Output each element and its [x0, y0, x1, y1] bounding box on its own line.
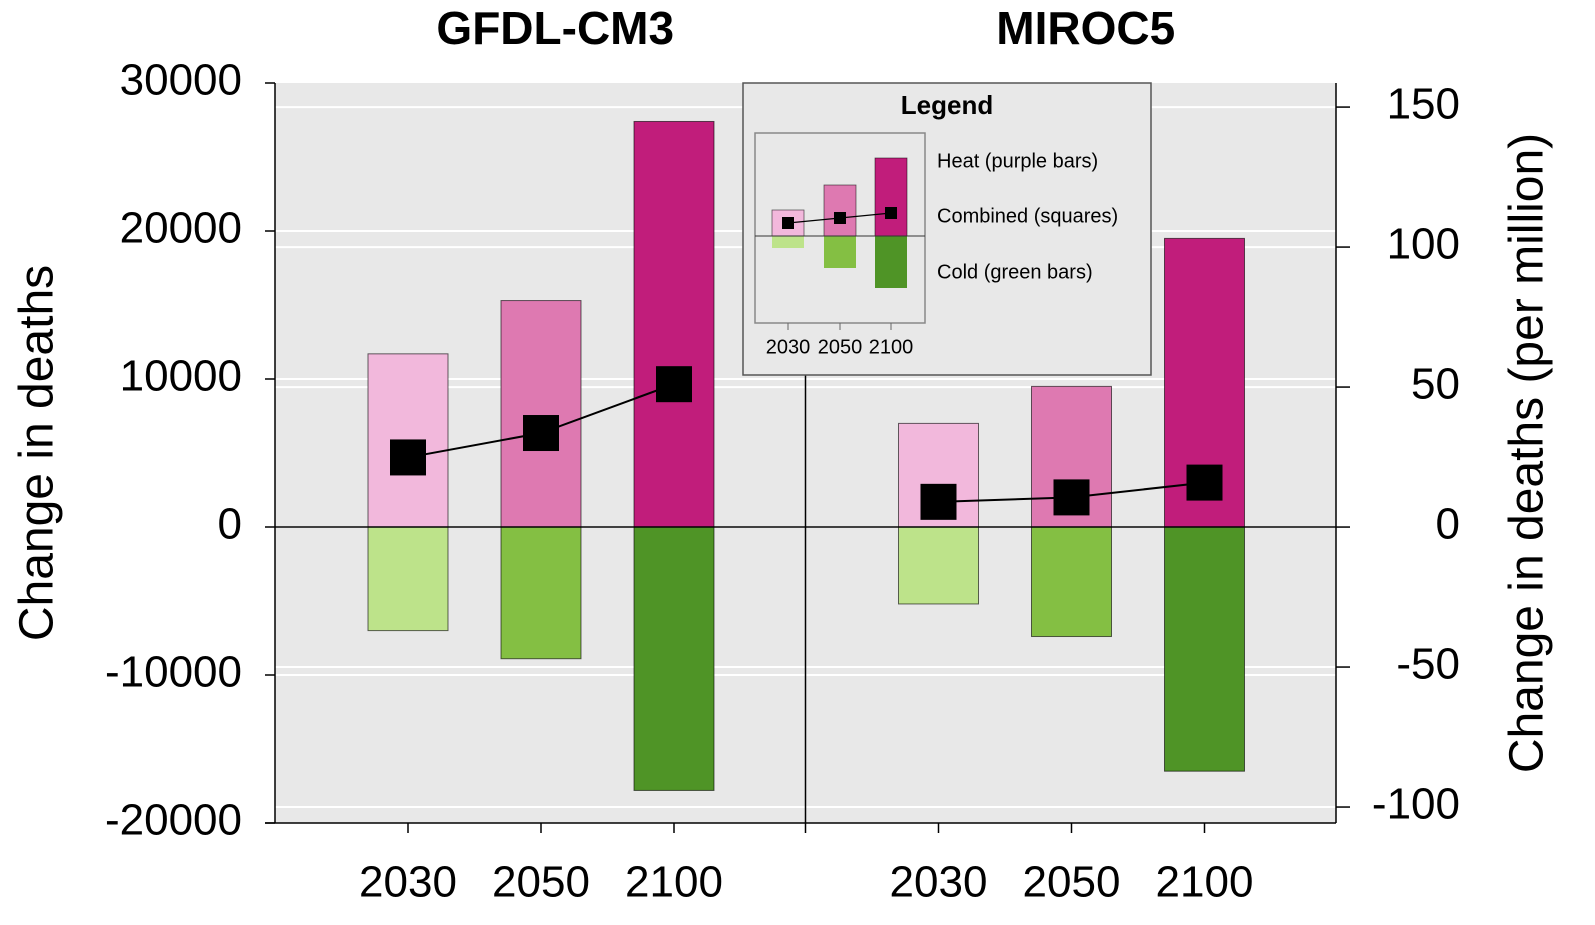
legend-entry: Heat (purple bars) [937, 150, 1098, 172]
bar [633, 120, 715, 528]
combined-marker [656, 366, 692, 403]
panel-title: GFDL-CM3 [436, 2, 674, 54]
y-tick-label: 30000 [120, 56, 242, 105]
combined-marker [920, 483, 957, 520]
combined-marker [523, 415, 559, 452]
x-tick-label: 2030 [890, 858, 988, 907]
bar [1031, 526, 1112, 638]
y2-tick-label: 100 [1387, 220, 1460, 269]
legend-cold-bar [875, 236, 907, 288]
legend-entry: Cold (green bars) [937, 261, 1093, 283]
bar [500, 526, 582, 660]
x-tick-label: 2050 [492, 858, 590, 907]
legend-heat-bar [823, 184, 857, 237]
legend-title: Legend [901, 90, 993, 120]
bar [898, 526, 979, 605]
y-tick-label: 20000 [120, 204, 242, 253]
legend-heat-bar [771, 209, 805, 237]
legend-box [742, 82, 1152, 376]
combined-marker [1053, 479, 1090, 516]
bar [633, 526, 715, 791]
combined-marker [390, 439, 426, 476]
panel-title: MIROC5 [996, 2, 1175, 54]
legend-entry: Combined (squares) [937, 205, 1118, 227]
legend-square [782, 217, 794, 229]
y2-tick-label: -100 [1372, 780, 1460, 829]
legend-square [885, 207, 897, 219]
y-tick-label: -20000 [105, 796, 242, 845]
legend-cold-bar [772, 236, 804, 248]
legend-category: 2050 [818, 336, 863, 358]
x-tick-label: 2100 [625, 858, 723, 907]
y2-tick-label: -50 [1396, 640, 1460, 689]
y-tick-label: 10000 [120, 352, 242, 401]
y-tick-label: -10000 [105, 648, 242, 697]
bar [1164, 526, 1245, 772]
legend-cold-bar [824, 236, 856, 268]
combined-marker [1186, 464, 1223, 501]
legend-category: 2100 [869, 336, 914, 358]
x-tick-label: 2100 [1156, 858, 1254, 907]
legend-heat-bar [874, 157, 908, 237]
x-tick-label: 2050 [1023, 858, 1121, 907]
y2-tick-label: 150 [1387, 80, 1460, 129]
legend-category: 2030 [766, 336, 811, 358]
x-tick-label: 2030 [359, 858, 457, 907]
legend-square [834, 212, 846, 224]
y2-axis-label: Change in deaths (per million) [1501, 133, 1554, 773]
y2-tick-label: 0 [1436, 500, 1460, 549]
y-axis-label: Change in deaths [11, 265, 64, 641]
y-tick-label: 0 [218, 500, 242, 549]
bar [500, 300, 582, 528]
bar [367, 526, 449, 632]
y2-tick-label: 50 [1411, 360, 1460, 409]
